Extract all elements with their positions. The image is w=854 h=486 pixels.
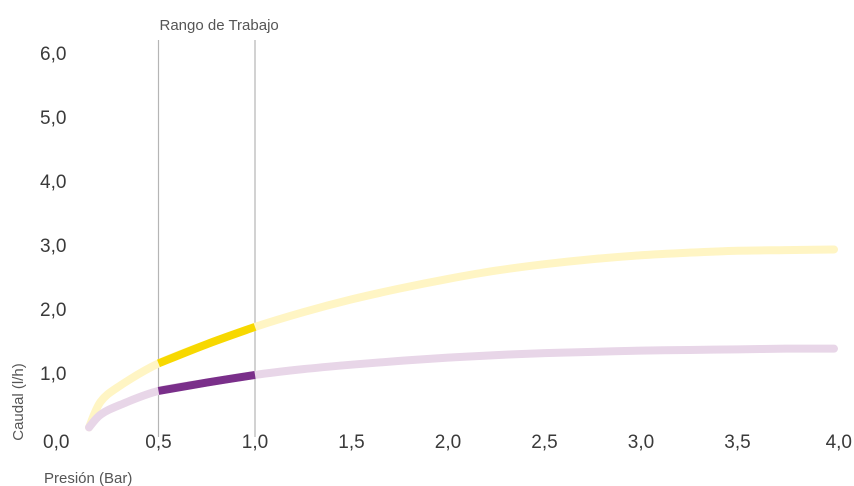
x-tick-label: 0,5 — [145, 432, 171, 453]
x-tick-label: 0,0 — [43, 432, 69, 453]
y-axis-label: Caudal (l/h) — [10, 363, 27, 441]
y-tick-label: 2,0 — [40, 300, 66, 321]
series-2-working-range-segment — [157, 370, 256, 395]
x-axis-label: Presión (Bar) — [44, 470, 132, 486]
working-range: Rango de Trabajo — [157, 17, 279, 437]
working-range-label: Rango de Trabajo — [160, 17, 279, 34]
x-tick-label: 2,5 — [531, 432, 557, 453]
x-axis-ticks: 0,0 0,5 1,0 1,5 2,0 2,5 3,0 3,5 4,0 — [43, 432, 852, 453]
series-1-line — [85, 245, 838, 432]
y-tick-label: 5,0 — [40, 108, 66, 129]
y-tick-label: 6,0 — [40, 44, 66, 65]
x-tick-label: 1,5 — [338, 432, 364, 453]
series-1-working-range-segment — [157, 323, 257, 368]
y-tick-label: 3,0 — [40, 236, 66, 257]
series-group — [85, 245, 838, 432]
x-tick-label: 3,5 — [724, 432, 750, 453]
series-2-line — [85, 344, 838, 432]
y-tick-label: 4,0 — [40, 172, 66, 193]
y-axis-ticks: 1,0 2,0 3,0 4,0 5,0 6,0 — [40, 44, 66, 385]
x-tick-label: 1,0 — [242, 432, 268, 453]
y-tick-label: 1,0 — [40, 364, 66, 385]
x-tick-label: 2,0 — [435, 432, 461, 453]
x-tick-label: 4,0 — [826, 432, 852, 453]
x-tick-label: 3,0 — [628, 432, 654, 453]
